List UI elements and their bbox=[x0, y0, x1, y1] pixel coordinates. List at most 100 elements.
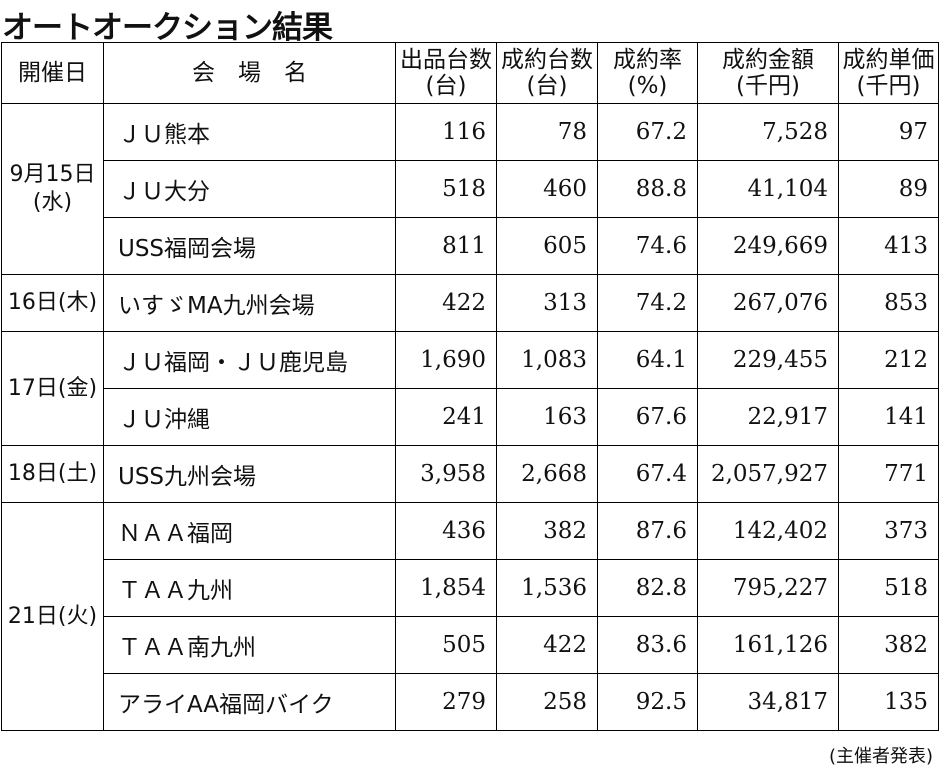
number-cell: 795,227 bbox=[697, 559, 839, 617]
title: オートオークション結果 bbox=[2, 10, 333, 46]
number-cell: 87.6 bbox=[597, 502, 698, 560]
number-cell: 460 bbox=[496, 160, 598, 218]
table-row: アライAA福岡バイク 279 258 92.5 34,817 135 bbox=[2, 673, 939, 731]
number-cell: 1,690 bbox=[395, 331, 497, 389]
number-cell: 3,958 bbox=[395, 445, 497, 503]
table-row: 21日(火) ＮＡＡ福岡 436 382 87.6 142,402 373 bbox=[1, 502, 939, 731]
table-row: ＴＡＡ九州 1,854 1,536 82.8 795,227 518 bbox=[2, 559, 939, 617]
results-table: 開催日会 場 名出品台数 (台) 成約台数 (台) 成約率 (%) 成約金額 (千円) 成約単価… bbox=[1, 42, 939, 731]
number-cell: 78 bbox=[496, 103, 598, 161]
number-cell: 163 bbox=[496, 388, 598, 446]
table-row: 18日(土) USS九州会場 3,958 2,668 67.4 2,057,927 771 bbox=[1, 445, 939, 503]
date-cell: 18日(土) bbox=[1, 445, 104, 503]
header-row: 開催日会 場 名出品台数 (台) 成約台数 (台) 成約率 (%) 成約金額 (千円) 成約単価… bbox=[1, 42, 939, 104]
text-line: (%) bbox=[627, 73, 668, 99]
number-cell: 34,817 bbox=[697, 673, 839, 731]
venue-cell: ＪＵ沖縄 bbox=[103, 388, 396, 446]
number-cell: 382 bbox=[496, 502, 598, 560]
venue-cell: アライAA福岡バイク bbox=[103, 673, 396, 731]
number-cell: 267,076 bbox=[697, 274, 839, 332]
number-cell: 88.8 bbox=[597, 160, 698, 218]
text-line: 18日(土) bbox=[7, 461, 98, 486]
number-cell: 2,668 bbox=[496, 445, 598, 503]
text-line: (千円) bbox=[736, 73, 800, 99]
number-cell: 241 bbox=[395, 388, 497, 446]
text-line: (千円) bbox=[856, 73, 921, 99]
venue-cell: ＴＡＡ南九州 bbox=[103, 616, 396, 674]
table-row: 17日(金) ＪＵ福岡・ＪＵ鹿児島 1,690 1,083 64.1 229,455 212 bbox=[1, 331, 939, 446]
text-line: 開催日 bbox=[18, 60, 87, 86]
number-cell: 142,402 bbox=[697, 502, 839, 560]
table-row: 16日(木) いすゞMA九州会場 422 313 74.2 267,076 853 bbox=[1, 274, 939, 332]
number-cell: 518 bbox=[395, 160, 497, 218]
text-line: (水) bbox=[32, 190, 73, 215]
number-cell: 89 bbox=[838, 160, 939, 218]
text-line: 成約金額 bbox=[722, 47, 814, 73]
number-cell: 116 bbox=[395, 103, 497, 161]
column-header: 成約台数 (台) bbox=[496, 42, 598, 104]
number-cell: 141 bbox=[838, 388, 939, 446]
number-cell: 161,126 bbox=[697, 616, 839, 674]
venue-cell: いすゞMA九州会場 bbox=[103, 274, 396, 332]
number-cell: 2,057,927 bbox=[697, 445, 839, 503]
number-cell: 422 bbox=[496, 616, 598, 674]
table-row: ＪＵ大分 518 460 88.8 41,104 89 bbox=[2, 160, 939, 218]
number-cell: 605 bbox=[496, 217, 598, 275]
table-row: ＴＡＡ南九州 505 422 83.6 161,126 382 bbox=[2, 616, 939, 674]
venue-cell: ＪＵ福岡・ＪＵ鹿児島 bbox=[103, 331, 396, 389]
number-cell: 1,536 bbox=[496, 559, 598, 617]
venue-cell: ＮＡＡ福岡 bbox=[103, 502, 396, 560]
number-cell: 771 bbox=[838, 445, 939, 503]
number-cell: 74.6 bbox=[597, 217, 698, 275]
table-row: ＪＵ沖縄 241 163 67.6 22,917 141 bbox=[2, 388, 939, 446]
number-cell: 64.1 bbox=[597, 331, 698, 389]
number-cell: 436 bbox=[395, 502, 497, 560]
table-body: 9月15日 (水) ＪＵ熊本 116 78 67.2 7,528 97 ＪＵ大分 518 460 88… bbox=[1, 103, 939, 731]
number-cell: 258 bbox=[496, 673, 598, 731]
column-header: 成約率 (%) bbox=[597, 42, 698, 104]
number-cell: 135 bbox=[838, 673, 939, 731]
source-note: (主催者発表) bbox=[828, 746, 933, 767]
column-header: 出品台数 (台) bbox=[395, 42, 497, 104]
number-cell: 422 bbox=[395, 274, 497, 332]
text-line: 成約台数 bbox=[501, 47, 593, 73]
number-cell: 413 bbox=[838, 217, 939, 275]
column-header: 成約金額 (千円) bbox=[697, 42, 839, 104]
venue-cell: ＪＵ熊本 bbox=[103, 103, 396, 161]
text-line: 出品台数 bbox=[400, 47, 492, 73]
text-line: 成約単価 bbox=[842, 47, 935, 73]
column-header: 開催日 bbox=[1, 42, 104, 104]
number-cell: 313 bbox=[496, 274, 598, 332]
number-cell: 83.6 bbox=[597, 616, 698, 674]
column-header: 成約単価 (千円) bbox=[838, 42, 939, 104]
number-cell: 67.4 bbox=[597, 445, 698, 503]
number-cell: 518 bbox=[838, 559, 939, 617]
text-line: 会 場 名 bbox=[192, 60, 307, 86]
number-cell: 67.2 bbox=[597, 103, 698, 161]
number-cell: 97 bbox=[838, 103, 939, 161]
date-cell: 21日(火) bbox=[1, 502, 104, 731]
venue-cell: USS九州会場 bbox=[103, 445, 396, 503]
number-cell: 22,917 bbox=[697, 388, 839, 446]
number-cell: 1,083 bbox=[496, 331, 598, 389]
number-cell: 41,104 bbox=[697, 160, 839, 218]
number-cell: 92.5 bbox=[597, 673, 698, 731]
text-line: 17日(金) bbox=[7, 375, 98, 401]
number-cell: 853 bbox=[838, 274, 939, 332]
venue-cell: ＴＡＡ九州 bbox=[103, 559, 396, 617]
table-row: 9月15日 (水) ＪＵ熊本 116 78 67.2 7,528 97 bbox=[1, 103, 939, 275]
number-cell: 74.2 bbox=[597, 274, 698, 332]
number-cell: 7,528 bbox=[697, 103, 839, 161]
text-line: (台) bbox=[425, 73, 467, 99]
number-cell: 373 bbox=[838, 502, 939, 560]
table-row: USS福岡会場 811 605 74.6 249,669 413 bbox=[2, 217, 939, 275]
number-cell: 1,854 bbox=[395, 559, 497, 617]
number-cell: 82.8 bbox=[597, 559, 698, 617]
venue-cell: USS福岡会場 bbox=[103, 217, 396, 275]
text-line: (台) bbox=[526, 73, 568, 99]
text-line: 9月15日 bbox=[9, 162, 96, 187]
number-cell: 382 bbox=[838, 616, 939, 674]
date-cell: 17日(金) bbox=[1, 331, 104, 446]
text-line: 21日(火) bbox=[7, 603, 98, 629]
